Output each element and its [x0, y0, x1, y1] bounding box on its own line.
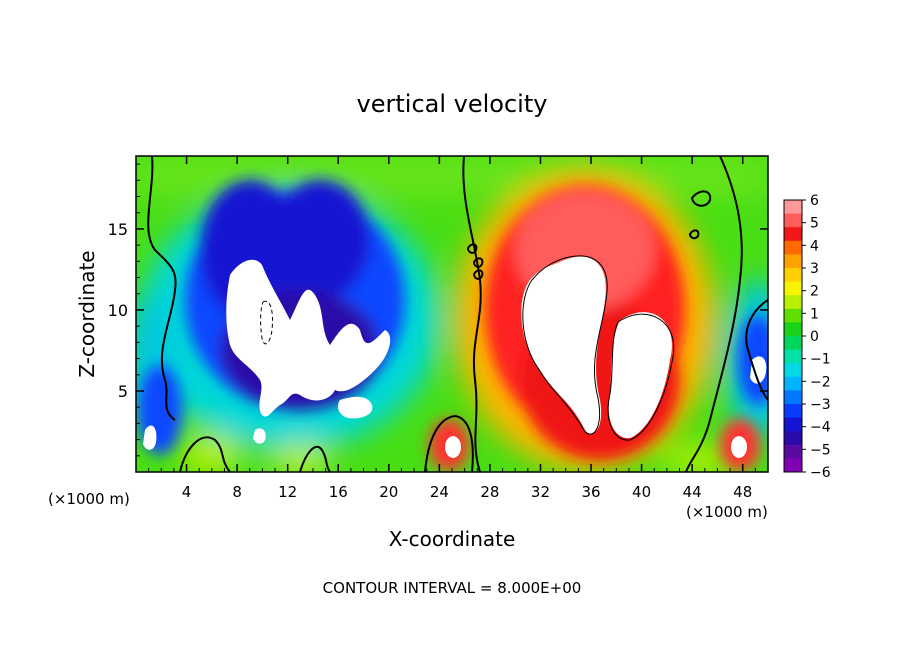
colorbar-label: −3: [810, 397, 831, 413]
zero-contour-rightedge: [745, 299, 768, 401]
colorbar-segment: [784, 404, 802, 419]
colorbar-segment: [784, 417, 802, 432]
x-tick-label: 48: [733, 483, 752, 501]
y-axis: 5 10 15: [108, 163, 768, 457]
x-tick-label: 12: [278, 483, 297, 501]
colorbar-segment: [784, 322, 802, 337]
zero-contour-low24: [424, 414, 474, 472]
colorbar-segment: [784, 458, 802, 473]
x-tick-label: 28: [480, 483, 499, 501]
y-axis-title: Z-coordinate: [75, 250, 99, 377]
high-contour-core: [522, 255, 608, 435]
y-tick-label: 15: [108, 220, 128, 239]
colorbar-segment: [784, 227, 802, 242]
x-tick-label: 8: [232, 483, 242, 501]
zero-contour-lowmid: [299, 445, 331, 472]
colorbar-label: −6: [810, 465, 831, 481]
colorbar-segment: [784, 431, 802, 446]
contour-interval-note: CONTOUR INTERVAL = 8.000E+00: [323, 579, 582, 597]
colorbar-segment: [784, 336, 802, 351]
plot-area: [136, 156, 768, 472]
colorbar-label: 0: [810, 329, 819, 345]
x-tick-label: 44: [683, 483, 702, 501]
colorbar-label: 5: [810, 216, 819, 232]
colorbar-segment: [784, 268, 802, 283]
colorbar-segment: [784, 376, 802, 391]
colorbar-segment: [784, 349, 802, 364]
contour-lines: [147, 156, 768, 472]
zero-contour-loop-top: [690, 190, 712, 207]
colorbar: 6 5 4 3 2 1 0 −1 −2 −3 −4 −5 −6: [783, 193, 831, 481]
x-axis-title: X-coordinate: [389, 527, 516, 551]
x-tick-label: 24: [430, 483, 449, 501]
y-tick-label: 10: [108, 301, 128, 320]
colorbar-label: 3: [810, 261, 819, 277]
colorbar-label: −1: [810, 352, 831, 368]
x-unit-right: (×1000 m): [686, 503, 768, 521]
colorbar-segment: [784, 254, 802, 269]
colorbar-label: 4: [810, 238, 819, 254]
colorbar-segment: [784, 295, 802, 310]
colorbar-segment: [784, 240, 802, 255]
colorbar-segment: [784, 213, 802, 228]
colorbar-label: 2: [810, 284, 819, 300]
zero-contour-center: [462, 156, 482, 472]
colorbar-segment: [784, 444, 802, 459]
colorbar-label: −5: [810, 442, 831, 458]
field-cores: [143, 256, 767, 458]
x-tick-label: 32: [531, 483, 550, 501]
x-tick-label: 36: [581, 483, 600, 501]
x-tick-label: 4: [182, 483, 192, 501]
colorbar-segment: [784, 200, 802, 215]
colorbar-segment: [784, 390, 802, 405]
colorbar-segment: [784, 308, 802, 323]
colorbar-label: 1: [810, 306, 819, 322]
zero-contour-loop-small: [688, 229, 700, 240]
y-tick-label: 5: [118, 382, 128, 401]
zero-contour-left: [147, 156, 177, 421]
colorbar-label: −2: [810, 374, 831, 390]
x-tick-label: 40: [632, 483, 651, 501]
colorbar-label: −4: [810, 420, 831, 436]
zero-contour-right: [685, 156, 743, 472]
high-contour-core-2: [607, 313, 675, 441]
x-tick-label: 16: [329, 483, 348, 501]
x-unit-left: (×1000 m): [48, 490, 130, 508]
x-tick-label: 20: [379, 483, 398, 501]
colorbar-segment: [784, 281, 802, 296]
colorbar-label: 6: [810, 193, 819, 209]
chart-title: vertical velocity: [357, 90, 548, 118]
zero-contour-dots: [466, 243, 484, 280]
zero-contour-lowleft: [179, 436, 231, 472]
colorbar-segment: [784, 363, 802, 378]
neg-contour-dashed: [260, 300, 273, 345]
x-axis: 4 8 12 16 20 24 28 32 36 40 44 48: [148, 156, 756, 501]
